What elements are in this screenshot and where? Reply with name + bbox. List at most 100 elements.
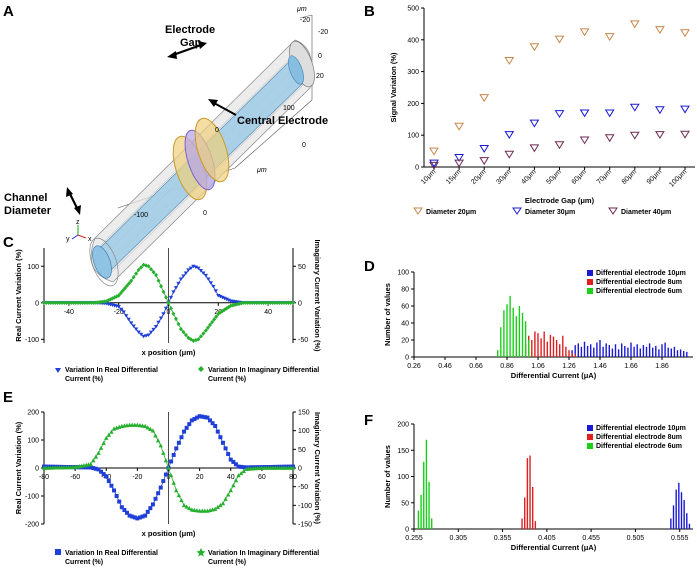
legend-e-marker-2: [196, 548, 206, 557]
b-x-tick-label: 15μm: [445, 168, 463, 186]
e-point-imag: [135, 422, 140, 427]
e-point-real: [137, 515, 142, 520]
b-point-s2: [604, 109, 615, 118]
c-point-imag: [71, 300, 76, 306]
b-point-s2: [554, 110, 565, 119]
c-point-imag: [80, 300, 85, 306]
e-point-imag: [218, 502, 223, 508]
d-y-tick-label: 60: [401, 304, 409, 311]
c-point-imag: [69, 300, 74, 306]
d-legend-marker-1: [587, 270, 593, 276]
c-point-imag: [134, 271, 139, 276]
blue-channel-end-right: [288, 55, 304, 85]
e-x-tick-label: 80: [289, 474, 297, 481]
c-point-imag: [243, 300, 248, 306]
c-point-imag: [125, 283, 129, 288]
d-x-tick-label: 1.06: [531, 363, 545, 370]
f-x-tick-label: 0.305: [450, 535, 468, 542]
c-point-imag: [78, 300, 83, 306]
d-bar-s1: [590, 344, 592, 357]
panel-d: D 0 20 40 60 80 100 0.26 0.46 0.66 0.86 1.06 1.26 1.…: [364, 258, 693, 380]
c-point-real: [158, 316, 164, 321]
e-point-real: [130, 514, 135, 519]
c-point-imag: [277, 300, 282, 306]
d-bar-s3: [497, 350, 499, 357]
b-point-s3: [655, 131, 665, 140]
legend-c-text-1a: Variation In Real Differential: [65, 367, 158, 374]
d-bar-s1: [658, 349, 660, 357]
e-point-real: [150, 502, 155, 507]
e-point-imag: [145, 425, 150, 430]
electrode-ring-right: [194, 117, 230, 183]
c-point-imag: [87, 300, 92, 306]
c-point-imag: [268, 300, 273, 306]
d-bar-s1: [636, 344, 638, 357]
e-point-imag: [192, 507, 197, 512]
d-bar-s1: [605, 343, 607, 357]
c-x-tick-label: -20: [114, 309, 124, 316]
d-bar-s2: [537, 333, 539, 357]
c-point-imag: [136, 267, 141, 273]
c-x-axis-label: x position (μm): [142, 348, 196, 357]
e-point-imag: [96, 450, 101, 455]
c-point-real: [146, 333, 151, 337]
e-point-real: [106, 479, 111, 484]
triad-z: z: [76, 219, 80, 226]
triad-y: y: [66, 236, 70, 243]
e-point-imag: [236, 473, 241, 478]
f-bar-s2: [524, 497, 526, 529]
f-bar-s1: [672, 505, 675, 529]
c-point-imag: [48, 300, 53, 306]
d-bar-s1: [574, 345, 576, 357]
c-point-imag: [241, 300, 246, 306]
b-y-tick-label: 0: [415, 165, 419, 172]
c-point-imag: [196, 337, 201, 342]
d-bar-s1: [617, 349, 620, 357]
d-bar-s1: [661, 344, 663, 357]
f-x-tick-label: 0.355: [494, 535, 512, 542]
b-x-tick-label: 60μm: [571, 168, 589, 186]
c-point-imag: [263, 300, 268, 306]
d-bar-s3: [503, 310, 505, 357]
e-point-real: [125, 510, 129, 515]
a-tick-2: -20: [318, 29, 328, 36]
e-point-imag: [155, 438, 161, 443]
legend-e-text-2b: Current (%): [208, 559, 246, 566]
e-y-tick-label: 0: [35, 466, 39, 473]
c-point-real: [178, 277, 184, 282]
c-point-real: [188, 266, 194, 271]
e-point-real: [228, 457, 233, 462]
c-point-real: [191, 264, 196, 269]
c-point-real: [173, 286, 179, 290]
b-y-tick-label: 200: [407, 101, 419, 108]
d-bar-s3: [515, 316, 517, 357]
f-bar-s3: [425, 439, 428, 529]
e-point-imag: [176, 492, 182, 498]
d-y-axis-label: Number of values: [383, 283, 392, 346]
e-x-tick-label: 60: [258, 474, 266, 481]
c-point-imag: [73, 300, 78, 306]
e-point-real: [169, 459, 174, 464]
c-point-real: [171, 290, 176, 294]
legend-b-text-3: Diameter 40μm: [621, 209, 671, 216]
c-point-real: [176, 281, 181, 286]
c-point-imag: [118, 290, 123, 296]
e-y2-axis-label: Imaginary Current Variation (%): [313, 412, 322, 525]
e-point-imag: [225, 492, 231, 497]
c-x-tick-label: 40: [264, 309, 272, 316]
b-point-s1: [604, 33, 615, 42]
f-bar-s2: [529, 455, 531, 529]
e-y2-tick-label: 150: [298, 410, 310, 417]
e-point-imag: [189, 507, 195, 512]
d-legend-text-2: Differential electrode 8um: [596, 279, 682, 286]
e-point-imag: [88, 461, 93, 467]
c-point-imag: [257, 300, 262, 306]
a-tick-7: -100: [134, 212, 148, 219]
c-point-real: [156, 320, 161, 325]
f-legend-text-1: Differential electrode 10μm: [596, 425, 686, 432]
legend-e: Variation In Real Differential Current (…: [55, 548, 319, 566]
b-point-s2: [529, 119, 540, 128]
d-legend-text-1: Differential electrode 10μm: [596, 270, 686, 277]
